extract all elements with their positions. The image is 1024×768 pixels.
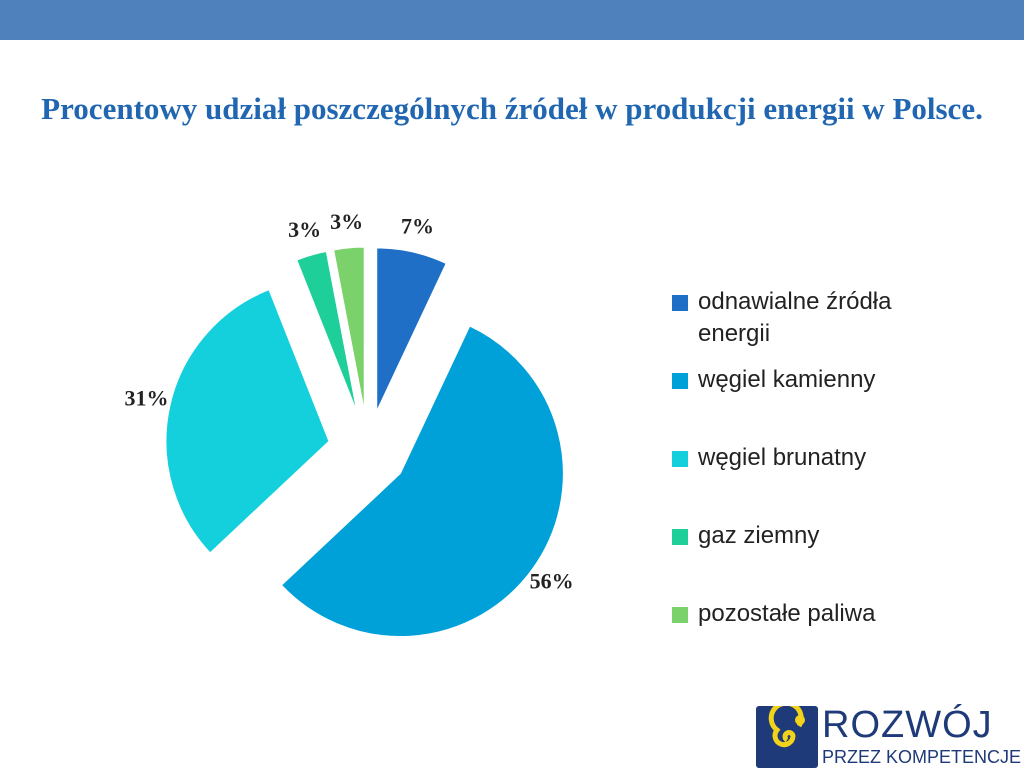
legend-swatch	[672, 373, 688, 389]
data-label: 7%	[401, 214, 434, 239]
legend-item: węgiel brunatny	[672, 442, 942, 474]
legend: odnawialne źródła energii węgiel kamienny…	[672, 286, 942, 630]
legend-swatch	[672, 607, 688, 623]
legend-swatch	[672, 529, 688, 545]
header-bar	[0, 0, 1024, 40]
pie-slice	[280, 325, 564, 637]
legend-label: pozostałe paliwa	[698, 600, 876, 627]
legend-label: węgiel brunatny	[698, 444, 867, 471]
logo-spiral	[768, 706, 805, 748]
legend-item: odnawialne źródła energii	[672, 286, 942, 350]
legend-label: gaz ziemny	[698, 522, 820, 549]
legend-item: pozostałe paliwa	[672, 598, 942, 630]
legend-swatch	[672, 451, 688, 467]
data-label: 3%	[330, 209, 363, 234]
legend-label: węgiel kamienny	[698, 366, 876, 393]
logo-subtext: PRZEZ KOMPETENCJE	[822, 747, 1022, 767]
pie-slice	[376, 247, 447, 412]
logo: ROZWÓJ PRZEZ KOMPETENCJE	[756, 704, 1024, 768]
legend-label: odnawialne źródła energii	[698, 288, 892, 347]
legend-swatch	[672, 295, 688, 311]
logo-icon	[756, 706, 818, 768]
pie-slice	[296, 250, 358, 412]
chart-title: Procentowy udział poszczególnych źródeł …	[41, 91, 983, 126]
chart: 7% 56% 31% 3% 3%	[124, 209, 574, 637]
pie-slice	[333, 246, 365, 411]
data-label: 3%	[288, 217, 321, 242]
data-label: 56%	[530, 568, 574, 593]
legend-item: węgiel kamienny	[672, 364, 942, 396]
legend-item: gaz ziemny	[672, 520, 942, 552]
pie-slice	[165, 289, 330, 554]
logo-text: ROZWÓJ	[822, 704, 993, 746]
data-label: 31%	[124, 386, 168, 411]
